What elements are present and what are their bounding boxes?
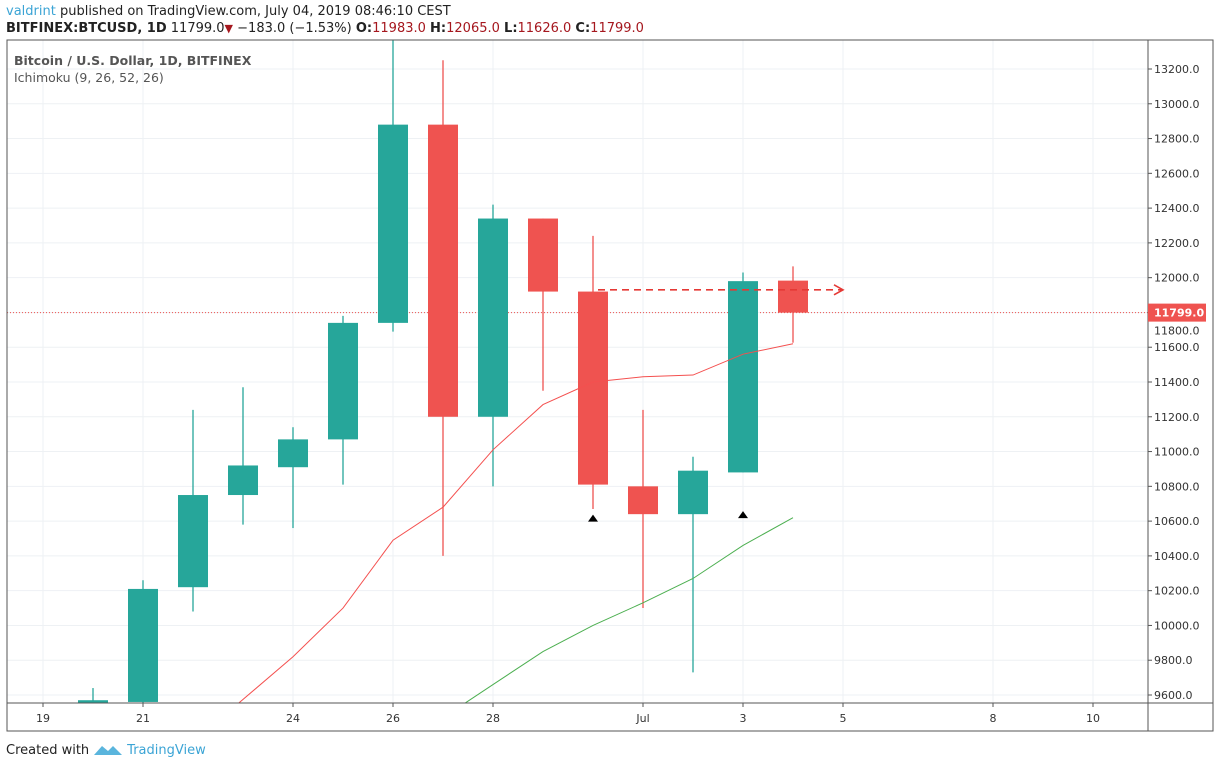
footer: Created with TradingView: [6, 742, 206, 758]
x-tick-label: 24: [286, 712, 300, 725]
x-tick-label: 19: [36, 712, 50, 725]
chart-legend: Bitcoin / U.S. Dollar, 1D, BITFINEX Ichi…: [14, 52, 251, 86]
y-tick-label: 12200.0: [1154, 237, 1200, 250]
y-tick-label: 10800.0: [1154, 480, 1200, 493]
low-value: 11626.0: [517, 21, 572, 36]
candle-up: [378, 124, 408, 323]
ichimoku-lagging-line: [465, 517, 794, 703]
candle-up: [128, 588, 158, 702]
candle-up: [328, 322, 358, 440]
candle-down: [528, 218, 558, 292]
y-tick-label: 11200.0: [1154, 411, 1200, 424]
marker-up-triangle-icon: [588, 514, 598, 522]
y-tick-label: 13200.0: [1154, 63, 1200, 76]
marker-up-triangle-icon: [738, 511, 748, 519]
last-price-badge: [1148, 303, 1206, 322]
symbol-info: BITFINEX:BTCUSD, 1D 11799.0▼ −183.0 (−1.…: [6, 21, 644, 37]
candle-up: [728, 281, 758, 473]
open-value: 11983.0: [372, 21, 426, 36]
y-tick-label: 10600.0: [1154, 515, 1200, 528]
x-tick-label: 3: [740, 712, 747, 725]
high-value: 12065.0: [446, 21, 500, 36]
y-tick-label: 11000.0: [1154, 446, 1200, 459]
x-tick-label: 10: [1086, 712, 1100, 725]
y-tick-label: 12400.0: [1154, 202, 1200, 215]
last-price: 11799.0: [170, 21, 225, 36]
ichimoku-conversion-line: [238, 343, 794, 703]
y-tick-label: 11800.0: [1154, 325, 1200, 338]
plot-area: [7, 40, 1148, 703]
y-tick-label: 10000.0: [1154, 619, 1200, 632]
y-tick-label: 13000.0: [1154, 98, 1200, 111]
candle-up: [178, 495, 208, 588]
x-tick-label: 28: [486, 712, 500, 725]
close-label: C:: [575, 21, 591, 36]
chart-frame: [6, 39, 1214, 732]
price-chart[interactable]: 9600.0 9800.0 10000.0 10200.0 10400.0 10600.0…: [0, 0, 1214, 740]
y-tick-label: 12800.0: [1154, 133, 1200, 146]
candle-up: [78, 700, 108, 703]
low-label: L:: [504, 21, 518, 36]
arrow-head-icon: [833, 284, 845, 296]
tradingview-link[interactable]: TradingView: [127, 742, 206, 758]
y-tick-label: 12600.0: [1154, 167, 1200, 180]
x-tick-label: 5: [840, 712, 847, 725]
candle-up: [678, 470, 708, 515]
x-tick-label: 8: [990, 712, 997, 725]
publish-info: valdrint published on TradingView.com, J…: [6, 4, 451, 20]
series-title: Bitcoin / U.S. Dollar, 1D, BITFINEX: [14, 53, 252, 68]
open-label: O:: [355, 21, 373, 36]
y-tick-label: 11400.0: [1154, 376, 1200, 389]
down-triangle-icon: ▼: [224, 22, 234, 35]
x-tick-label: 21: [136, 712, 150, 725]
symbol: BITFINEX:BTCUSD, 1D: [6, 21, 167, 36]
candle-down: [578, 291, 608, 485]
x-tick-label: Jul: [635, 712, 649, 725]
indicator-label: Ichimoku (9, 26, 52, 26): [14, 70, 164, 85]
candle-down: [628, 486, 658, 515]
last-price-label: 11799.0: [1154, 307, 1204, 320]
candle-up: [278, 439, 308, 468]
candle-up: [228, 465, 258, 496]
candle-down: [778, 280, 808, 313]
candle-up: [478, 218, 508, 417]
y-tick-label: 9800.0: [1154, 654, 1193, 667]
created-with: Created with: [6, 742, 90, 758]
candle-down: [428, 124, 458, 417]
x-tick-label: 26: [386, 712, 400, 725]
close-value: 11799.0: [590, 21, 644, 36]
y-tick-label: 10400.0: [1154, 550, 1200, 563]
author-link[interactable]: valdrint: [6, 4, 56, 19]
y-tick-label: 11600.0: [1154, 341, 1200, 354]
change: −183.0 (−1.53%): [237, 21, 352, 36]
y-tick-label: 9600.0: [1154, 689, 1193, 702]
tradingview-logo-icon: [94, 746, 123, 755]
y-tick-label: 12000.0: [1154, 272, 1200, 285]
y-tick-label: 10200.0: [1154, 585, 1200, 598]
high-label: H:: [430, 21, 447, 36]
publish-text: published on TradingView.com, July 04, 2…: [59, 4, 451, 19]
